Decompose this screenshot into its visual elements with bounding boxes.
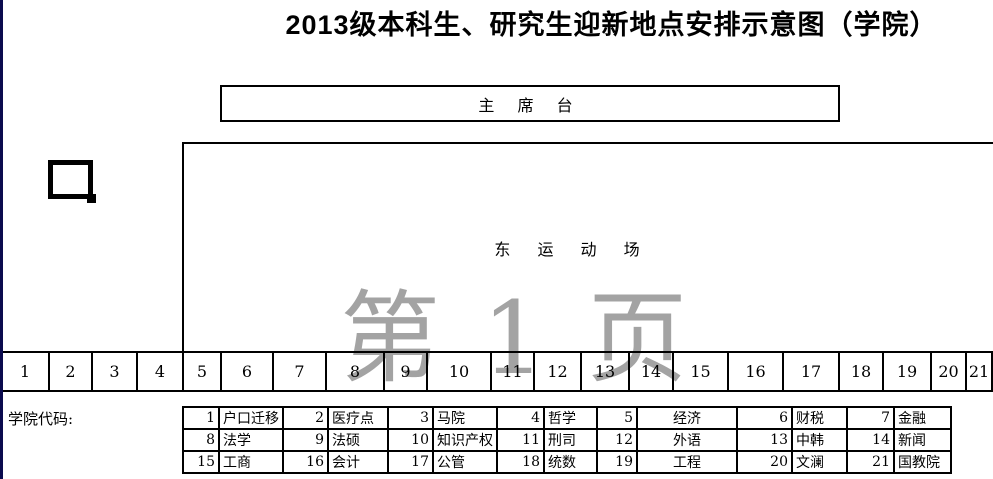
stage-label: 主 席 台 xyxy=(478,95,582,115)
code-name-13: 中韩 xyxy=(791,428,848,452)
seat-cell-6: 6 xyxy=(220,351,272,392)
code-table-row: 1 户口迁移 2 医疗点 3 马院 4 哲学 5 经济 6 财税 7 金融 xyxy=(182,406,952,430)
code-name-19: 工程 xyxy=(636,450,738,474)
code-name-5: 经济 xyxy=(636,406,738,430)
code-table-row: 8 法学 9 法硕 10 知识产权 11 刑司 12 外语 13 中韩 14 新闻 xyxy=(182,428,952,452)
code-number-11: 11 xyxy=(496,428,545,452)
code-number-5: 5 xyxy=(596,406,638,430)
seat-cell-2: 2 xyxy=(48,351,91,392)
code-number-16: 16 xyxy=(282,450,329,474)
code-name-10: 知识产权 xyxy=(432,428,498,452)
code-number-12: 12 xyxy=(596,428,638,452)
code-name-8: 法学 xyxy=(218,428,284,452)
code-name-2: 医疗点 xyxy=(327,406,389,430)
seat-cell-15: 15 xyxy=(672,351,727,392)
code-name-18: 统数 xyxy=(543,450,598,474)
code-name-12: 外语 xyxy=(636,428,738,452)
code-number-1: 1 xyxy=(182,406,220,430)
seat-cell-19: 19 xyxy=(882,351,930,392)
seat-cell-14: 14 xyxy=(628,351,672,392)
seat-cell-5: 5 xyxy=(182,351,220,392)
code-number-4: 4 xyxy=(496,406,545,430)
code-name-7: 金融 xyxy=(893,406,952,430)
drawing-square[interactable] xyxy=(48,160,93,199)
code-table: 1 户口迁移 2 医疗点 3 马院 4 哲学 5 经济 6 财税 7 金融 8 法学 9 法硕 10 知识产权 11 刑司… xyxy=(182,406,952,474)
code-number-17: 17 xyxy=(387,450,434,474)
code-number-14: 14 xyxy=(846,428,895,452)
code-name-11: 刑司 xyxy=(543,428,598,452)
code-name-14: 新闻 xyxy=(893,428,952,452)
seat-cell-12: 12 xyxy=(533,351,580,392)
seat-cell-8: 8 xyxy=(325,351,383,392)
window-left-edge xyxy=(0,0,3,479)
seat-cell-9: 9 xyxy=(383,351,426,392)
code-number-10: 10 xyxy=(387,428,434,452)
seat-cell-4: 4 xyxy=(136,351,182,392)
code-name-15: 工商 xyxy=(218,450,284,474)
field-area: 东 运 动 场 xyxy=(182,142,993,353)
seat-cell-7: 7 xyxy=(272,351,325,392)
code-number-21: 21 xyxy=(846,450,895,474)
code-number-3: 3 xyxy=(387,406,434,430)
code-number-19: 19 xyxy=(596,450,638,474)
code-name-4: 哲学 xyxy=(543,406,598,430)
code-number-2: 2 xyxy=(282,406,329,430)
code-number-20: 20 xyxy=(736,450,793,474)
stage-box: 主 席 台 xyxy=(220,85,840,122)
code-name-1: 户口迁移 xyxy=(218,406,284,430)
seat-cell-17: 17 xyxy=(782,351,838,392)
page-title: 2013级本科生、研究生迎新地点安排示意图（学院） xyxy=(285,10,938,40)
seat-cell-10: 10 xyxy=(426,351,490,392)
code-number-18: 18 xyxy=(496,450,545,474)
seat-row: 1 2 3 4 5 6 7 8 9 10 11 12 13 14 15 16 17 18 19 20 21 xyxy=(0,351,993,392)
legend-label: 学院代码: xyxy=(8,410,74,428)
seat-cell-11: 11 xyxy=(490,351,533,392)
code-number-13: 13 xyxy=(736,428,793,452)
code-name-21: 国教院 xyxy=(893,450,952,474)
seat-cell-13: 13 xyxy=(580,351,628,392)
code-number-7: 7 xyxy=(846,406,895,430)
code-name-17: 公管 xyxy=(432,450,498,474)
code-name-9: 法硕 xyxy=(327,428,389,452)
code-number-6: 6 xyxy=(736,406,793,430)
code-name-6: 财税 xyxy=(791,406,848,430)
field-label: 东 运 动 场 xyxy=(494,240,651,259)
seat-cell-18: 18 xyxy=(838,351,882,392)
code-number-9: 9 xyxy=(282,428,329,452)
seat-cell-20: 20 xyxy=(930,351,965,392)
seat-cell-16: 16 xyxy=(727,351,782,392)
code-table-row: 15 工商 16 会计 17 公管 18 统数 19 工程 20 文澜 21 国教院 xyxy=(182,450,952,474)
code-number-15: 15 xyxy=(182,450,220,474)
code-name-3: 马院 xyxy=(432,406,498,430)
seat-cell-1: 1 xyxy=(0,351,48,392)
seat-cell-3: 3 xyxy=(91,351,136,392)
code-number-8: 8 xyxy=(182,428,220,452)
selection-handle[interactable] xyxy=(87,194,96,203)
seat-cell-21: 21 xyxy=(965,351,993,392)
code-name-16: 会计 xyxy=(327,450,389,474)
code-name-20: 文澜 xyxy=(791,450,848,474)
